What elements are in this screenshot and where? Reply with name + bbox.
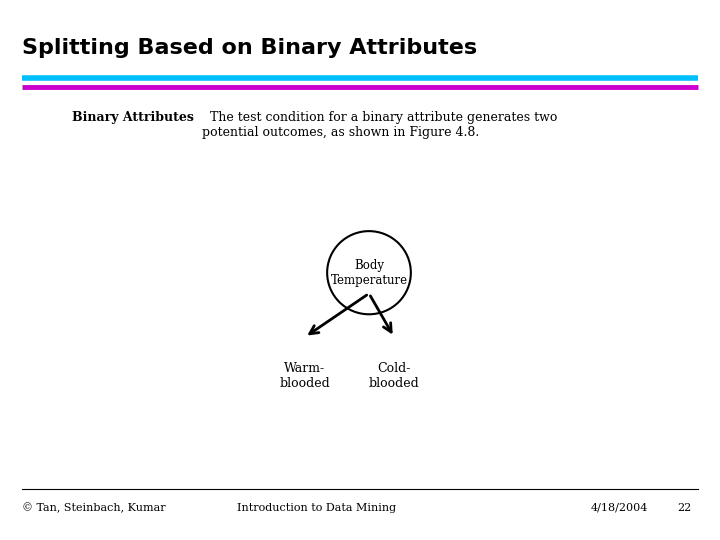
Text: 4/18/2004: 4/18/2004 [590,503,648,512]
Text: © Tan, Steinbach, Kumar: © Tan, Steinbach, Kumar [22,502,165,513]
Text: 22: 22 [677,503,691,512]
Text: Body
Temperature: Body Temperature [330,259,408,287]
Text: Introduction to Data Mining: Introduction to Data Mining [237,503,397,512]
Text: Splitting Based on Binary Attributes: Splitting Based on Binary Attributes [22,38,477,58]
Text: Binary Attributes: Binary Attributes [72,111,194,124]
Ellipse shape [327,231,411,314]
Text: Warm-
blooded: Warm- blooded [279,362,330,390]
Text: The test condition for a binary attribute generates two
potential outcomes, as s: The test condition for a binary attribut… [202,111,557,139]
Text: Cold-
blooded: Cold- blooded [369,362,420,390]
